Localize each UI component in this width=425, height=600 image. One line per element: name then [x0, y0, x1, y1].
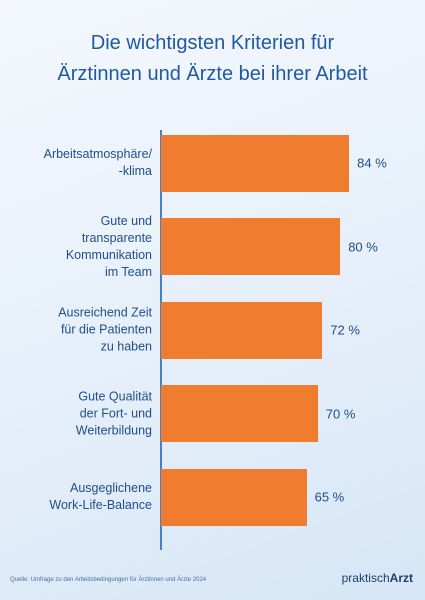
category-label: Ausgeglichene Work-Life-Balance: [49, 481, 152, 512]
category-label: Gute und transparente Kommunikation im T…: [65, 213, 152, 279]
logo: praktischArzt: [342, 571, 413, 585]
source-note: Quelle: Umfrage zu den Arbeitsbedingunge…: [10, 577, 207, 583]
value-label: 70 %: [325, 406, 356, 421]
bar: [161, 468, 307, 526]
bar: [161, 218, 341, 275]
value-label: 84 %: [357, 155, 387, 171]
category-label: Ausreichend Zeit für die Patienten zu ha…: [58, 305, 152, 354]
logo-text: Arzt: [389, 571, 413, 585]
chart-title: Die wichtigsten Kriterien für Ärztinnen …: [57, 32, 368, 85]
bar: [161, 301, 323, 359]
value-label: 80 %: [348, 239, 378, 254]
bar: [161, 385, 318, 442]
axis-line: [160, 130, 162, 550]
logo-text: praktisch: [341, 571, 390, 585]
value-label: 72 %: [330, 322, 360, 338]
bar: [161, 134, 350, 192]
value-label: 65 %: [314, 489, 345, 505]
category-label: Gute Qualität der Fort- und Weiterbildun…: [75, 389, 152, 437]
category-label: Arbeitsatmosphäre/ -klima: [43, 147, 152, 178]
